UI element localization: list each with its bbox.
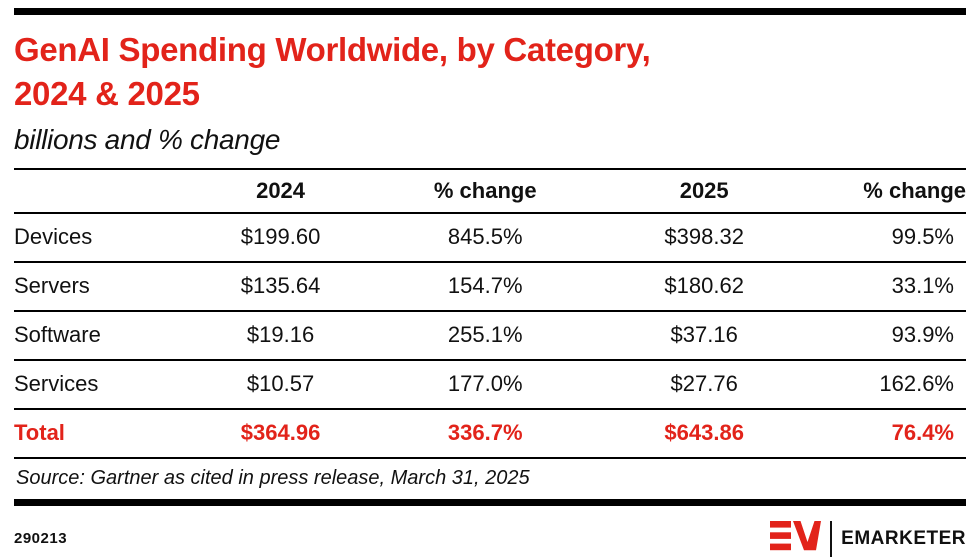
table-cell: $10.57 <box>185 360 376 411</box>
table-row-software: Software $19.16 255.1% $37.16 93.9% <box>14 311 966 362</box>
source-note: Source: Gartner as cited in press releas… <box>16 467 530 490</box>
table-cell: $19.16 <box>185 311 376 362</box>
column-header-change-2025: % change <box>813 168 966 215</box>
table-row-servers: Servers $135.64 154.7% $180.62 33.1% <box>14 262 966 313</box>
footer: 290213 EMARKETER <box>14 506 966 558</box>
chart-title: GenAI Spending Worldwide, by Category, 2… <box>14 28 966 115</box>
table-cell: 162.6% <box>813 360 966 411</box>
column-header-category <box>14 168 186 215</box>
row-label: Services <box>14 360 186 411</box>
top-rule-bar <box>14 8 966 15</box>
table-cell: $135.64 <box>185 262 376 313</box>
row-label: Devices <box>14 213 186 264</box>
table-cell: 76.4% <box>813 409 966 460</box>
total-label: Total <box>14 409 186 460</box>
table-cell: $27.76 <box>594 360 814 411</box>
spending-table: 2024 % change 2025 % change Devices $199… <box>14 168 966 460</box>
table-row-services: Services $10.57 177.0% $27.76 162.6% <box>14 360 966 411</box>
chart-subtitle: billions and % change <box>14 124 281 156</box>
chart-title-line1: GenAI Spending Worldwide, by Category, <box>14 31 651 68</box>
table-cell: $364.96 <box>185 409 376 460</box>
table-cell: 177.0% <box>375 360 595 411</box>
brand-name: EMARKETER <box>841 527 966 549</box>
table-header-row: 2024 % change 2025 % change <box>14 168 966 215</box>
row-label: Servers <box>14 262 186 313</box>
table-row-total: Total $364.96 336.7% $643.86 76.4% <box>14 409 966 460</box>
bottom-rule-bar <box>14 499 966 507</box>
table-row-devices: Devices $199.60 845.5% $398.32 99.5% <box>14 213 966 264</box>
chart-title-line2: 2024 & 2025 <box>14 74 200 112</box>
table-cell: 33.1% <box>813 262 966 313</box>
table-cell: $37.16 <box>594 311 814 362</box>
table-cell: 93.9% <box>813 311 966 362</box>
em-monogram-icon <box>770 519 822 558</box>
table-cell: $643.86 <box>594 409 814 460</box>
row-label: Software <box>14 311 186 362</box>
table-cell: $180.62 <box>594 262 814 313</box>
chart-id: 290213 <box>14 530 68 548</box>
table-cell: $398.32 <box>594 213 814 264</box>
table-cell: 154.7% <box>375 262 595 313</box>
logo-divider <box>830 520 833 557</box>
column-header-change-2024: % change <box>375 168 595 215</box>
emarketer-logo: EMARKETER <box>770 519 966 558</box>
table-cell: 845.5% <box>375 213 595 264</box>
column-header-2025: 2025 <box>594 168 814 215</box>
table-cell: 255.1% <box>375 311 595 362</box>
table-cell: 336.7% <box>375 409 595 460</box>
table-cell: $199.60 <box>185 213 376 264</box>
table-cell: 99.5% <box>813 213 966 264</box>
column-header-2024: 2024 <box>185 168 376 215</box>
